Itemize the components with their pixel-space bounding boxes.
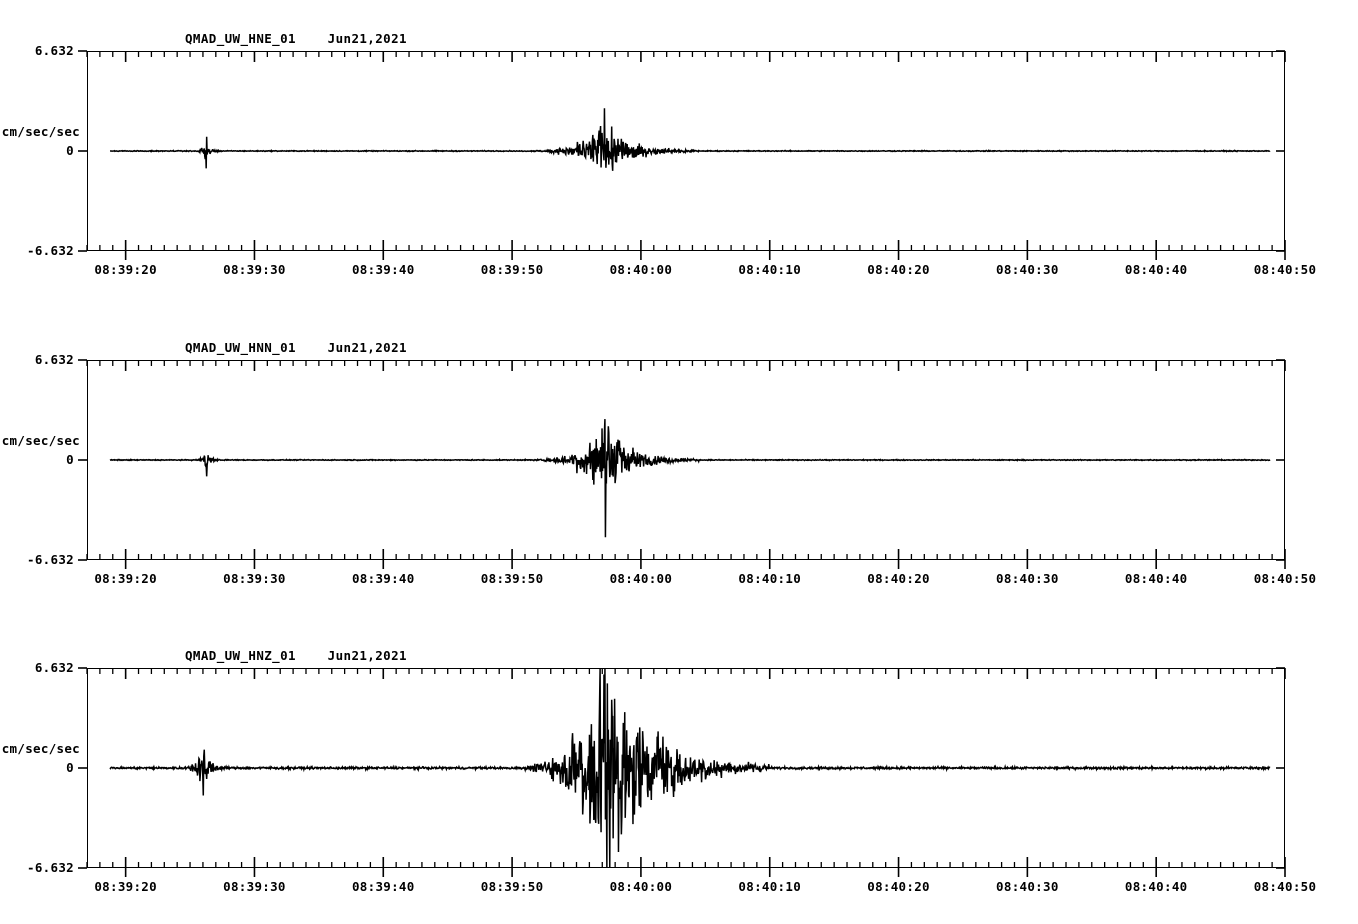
x-axis-tick-label: 08:40:20 — [867, 262, 930, 277]
x-axis-tick-label: 08:39:20 — [94, 879, 157, 894]
trace-path — [109, 108, 1271, 171]
x-axis-tick-label: 08:40:30 — [996, 571, 1059, 586]
x-axis-tick-label: 08:40:20 — [867, 879, 930, 894]
x-axis-tick-label: 08:39:40 — [351, 571, 415, 586]
x-axis-tick-label: 08:39:20 — [94, 571, 157, 586]
x-axis-tick-label: 08:40:00 — [609, 879, 673, 894]
x-axis-tick-label: 08:40:10 — [738, 879, 802, 894]
x-axis-tick-label: 08:40:00 — [609, 571, 673, 586]
y-axis-unit-label: cm/sec/sec — [1, 741, 80, 756]
panel-title: QMAD_UW_HNZ_01 Jun21,2021 — [185, 648, 407, 663]
x-axis-tick-label: 08:40:30 — [996, 879, 1059, 894]
x-axis-tick-label: 08:39:50 — [480, 879, 544, 894]
y-axis-min-label: -6.632 — [27, 243, 74, 258]
x-axis-tick-label: 08:40:50 — [1253, 262, 1317, 277]
x-axis-tick-label: 08:39:40 — [351, 262, 415, 277]
panel-title: QMAD_UW_HNN_01 Jun21,2021 — [185, 340, 407, 355]
y-axis-min-label: -6.632 — [27, 552, 74, 567]
panel-title: QMAD_UW_HNE_01 Jun21,2021 — [185, 31, 407, 46]
x-axis-tick-label: 08:39:40 — [351, 879, 415, 894]
x-axis-tick-label: 08:39:30 — [223, 262, 286, 277]
x-axis-tick-label: 08:40:10 — [738, 262, 802, 277]
x-axis-tick-label: 08:40:50 — [1253, 879, 1317, 894]
x-axis-tick-label: 08:40:00 — [609, 262, 673, 277]
x-axis-tick-label: 08:40:40 — [1124, 571, 1188, 586]
x-axis-tick-label: 08:40:40 — [1124, 879, 1188, 894]
x-axis-tick-label: 08:39:20 — [94, 262, 157, 277]
x-axis-tick-label: 08:39:50 — [480, 571, 544, 586]
y-axis-zero-label: 0 — [66, 143, 74, 158]
x-axis-tick-label: 08:40:30 — [996, 262, 1059, 277]
trace-path — [109, 419, 1271, 538]
x-axis-tick-label: 08:40:40 — [1124, 262, 1188, 277]
y-axis-unit-label: cm/sec/sec — [1, 124, 80, 139]
y-axis-zero-label: 0 — [66, 760, 74, 775]
x-axis-tick-label: 08:39:30 — [223, 571, 286, 586]
x-axis-tick-label: 08:39:50 — [480, 262, 544, 277]
y-axis-max-label: 6.632 — [34, 352, 74, 367]
y-axis-max-label: 6.632 — [34, 660, 74, 675]
trace-path — [109, 667, 1271, 869]
y-axis-min-label: -6.632 — [27, 860, 74, 875]
x-axis-tick-label: 08:39:30 — [223, 879, 286, 894]
y-axis-zero-label: 0 — [66, 452, 74, 467]
x-axis-tick-label: 08:40:20 — [867, 571, 930, 586]
y-axis-max-label: 6.632 — [34, 43, 74, 58]
x-axis-tick-label: 08:40:50 — [1253, 571, 1317, 586]
x-axis-tick-label: 08:40:10 — [738, 571, 802, 586]
y-axis-unit-label: cm/sec/sec — [1, 433, 80, 448]
